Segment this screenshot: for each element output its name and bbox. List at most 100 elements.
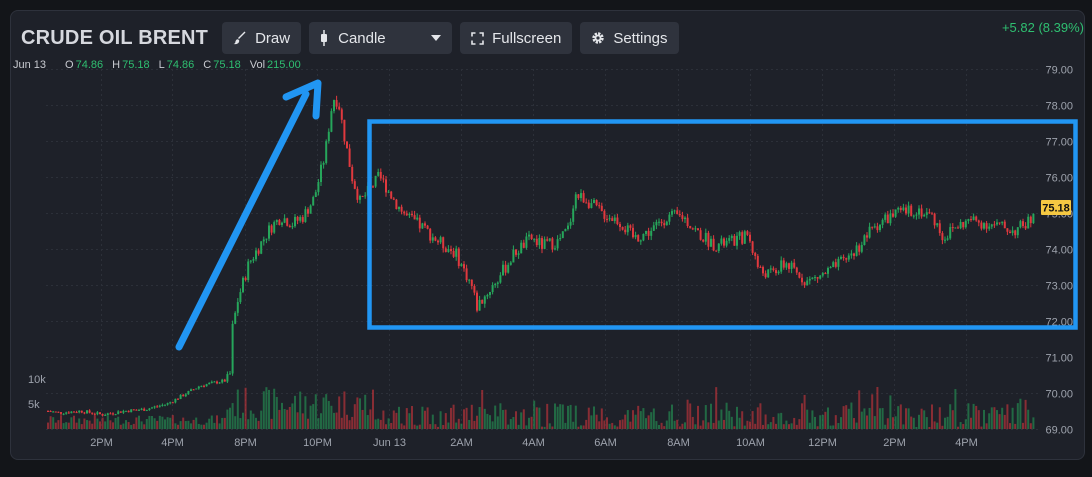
volume-bar xyxy=(866,415,868,429)
candle-body xyxy=(678,214,681,216)
volume-bar xyxy=(143,424,146,429)
volume-bar xyxy=(483,408,486,429)
candle-body xyxy=(226,374,229,382)
candle-body xyxy=(210,381,213,383)
candle-body xyxy=(491,285,494,293)
candle-body xyxy=(1011,230,1014,233)
candle-body xyxy=(564,229,567,232)
volume-bar xyxy=(795,424,798,429)
candle-body xyxy=(980,222,983,229)
candle-body xyxy=(57,411,60,413)
candle-body xyxy=(114,414,117,416)
candle-body xyxy=(897,207,900,210)
candle-body xyxy=(933,213,936,226)
price-tick: 73.00 xyxy=(1045,281,1073,293)
volume-bar xyxy=(346,414,348,429)
volume-bar xyxy=(845,405,848,429)
volume-bar xyxy=(642,408,645,429)
volume-bar xyxy=(265,387,268,429)
ohlc-open: O 74.86 xyxy=(65,59,103,71)
candle-body xyxy=(275,219,278,223)
candle-body xyxy=(720,238,723,244)
candle-body xyxy=(847,255,850,260)
candle-body xyxy=(252,259,255,261)
volume-bar xyxy=(496,416,499,429)
volume-bar xyxy=(244,387,247,429)
candle-body xyxy=(827,268,829,274)
volume-bar xyxy=(606,417,608,429)
candle-body xyxy=(868,226,871,238)
volume-bar xyxy=(1029,423,1032,429)
candle-body xyxy=(177,398,179,400)
volume-bar xyxy=(101,417,104,429)
volume-bar xyxy=(572,421,575,429)
candle-body xyxy=(312,197,315,206)
candle-body xyxy=(642,233,645,241)
volume-bar xyxy=(637,405,640,429)
volume-bar xyxy=(707,422,710,429)
volume-bar xyxy=(47,422,49,429)
volume-bar xyxy=(369,409,372,429)
candle-body xyxy=(502,264,504,276)
candle-body xyxy=(353,181,356,189)
price-tick: 74.00 xyxy=(1045,245,1073,257)
candle-body xyxy=(551,238,554,250)
volume-bar xyxy=(564,422,567,429)
candle-body xyxy=(993,224,996,226)
candle-body xyxy=(463,264,465,269)
volume-bar xyxy=(702,420,705,429)
volume-bar xyxy=(868,407,871,429)
volume-bar xyxy=(946,416,949,429)
draw-button[interactable]: Draw xyxy=(222,22,302,54)
candle-body xyxy=(619,224,621,228)
candle-body xyxy=(577,194,580,199)
volume-bar xyxy=(673,420,676,429)
settings-button[interactable]: Settings xyxy=(580,22,679,54)
volume-bar xyxy=(686,399,689,429)
volume-bar xyxy=(821,414,824,429)
volume-bar xyxy=(598,421,601,429)
candle-body xyxy=(418,217,421,229)
volume-bar xyxy=(619,420,621,429)
candle-body xyxy=(444,248,447,252)
candle-body xyxy=(132,409,135,411)
volume-bar xyxy=(910,416,913,429)
volume-bar xyxy=(96,418,99,429)
volume-bar xyxy=(356,397,359,429)
candle-body xyxy=(710,238,712,247)
candle-body xyxy=(392,198,395,200)
volume-bar xyxy=(837,423,840,429)
volume-bar xyxy=(972,403,975,429)
candle-body xyxy=(273,222,276,233)
candle-body xyxy=(790,262,793,269)
candle-body xyxy=(684,217,686,220)
candle-body xyxy=(473,286,476,293)
volume-bar xyxy=(954,389,957,429)
volume-bar xyxy=(486,413,489,429)
candle-body xyxy=(603,210,606,219)
volume-bar xyxy=(899,404,902,429)
volume-bar xyxy=(203,424,205,429)
volume-bar xyxy=(208,418,211,429)
candle-body xyxy=(424,223,426,226)
candle-body xyxy=(743,231,746,244)
time-tick: 2PM xyxy=(883,437,906,449)
chart-type-select[interactable]: Candle xyxy=(309,22,453,54)
volume-bar xyxy=(460,423,463,429)
volume-bar xyxy=(429,424,432,429)
candle-body xyxy=(528,234,530,237)
volume-bar xyxy=(190,423,192,429)
volume-bar xyxy=(556,406,559,429)
volume-bar xyxy=(247,419,250,429)
volume-bar xyxy=(894,416,897,429)
volume-bar xyxy=(967,403,970,429)
candle-body xyxy=(317,182,320,193)
candle-body xyxy=(959,222,962,229)
candle-body xyxy=(231,323,234,374)
fullscreen-button[interactable]: Fullscreen xyxy=(460,22,573,54)
volume-bar xyxy=(528,417,530,429)
volume-bar xyxy=(320,413,322,429)
candle-body xyxy=(593,199,595,204)
volume-bar xyxy=(580,425,582,429)
